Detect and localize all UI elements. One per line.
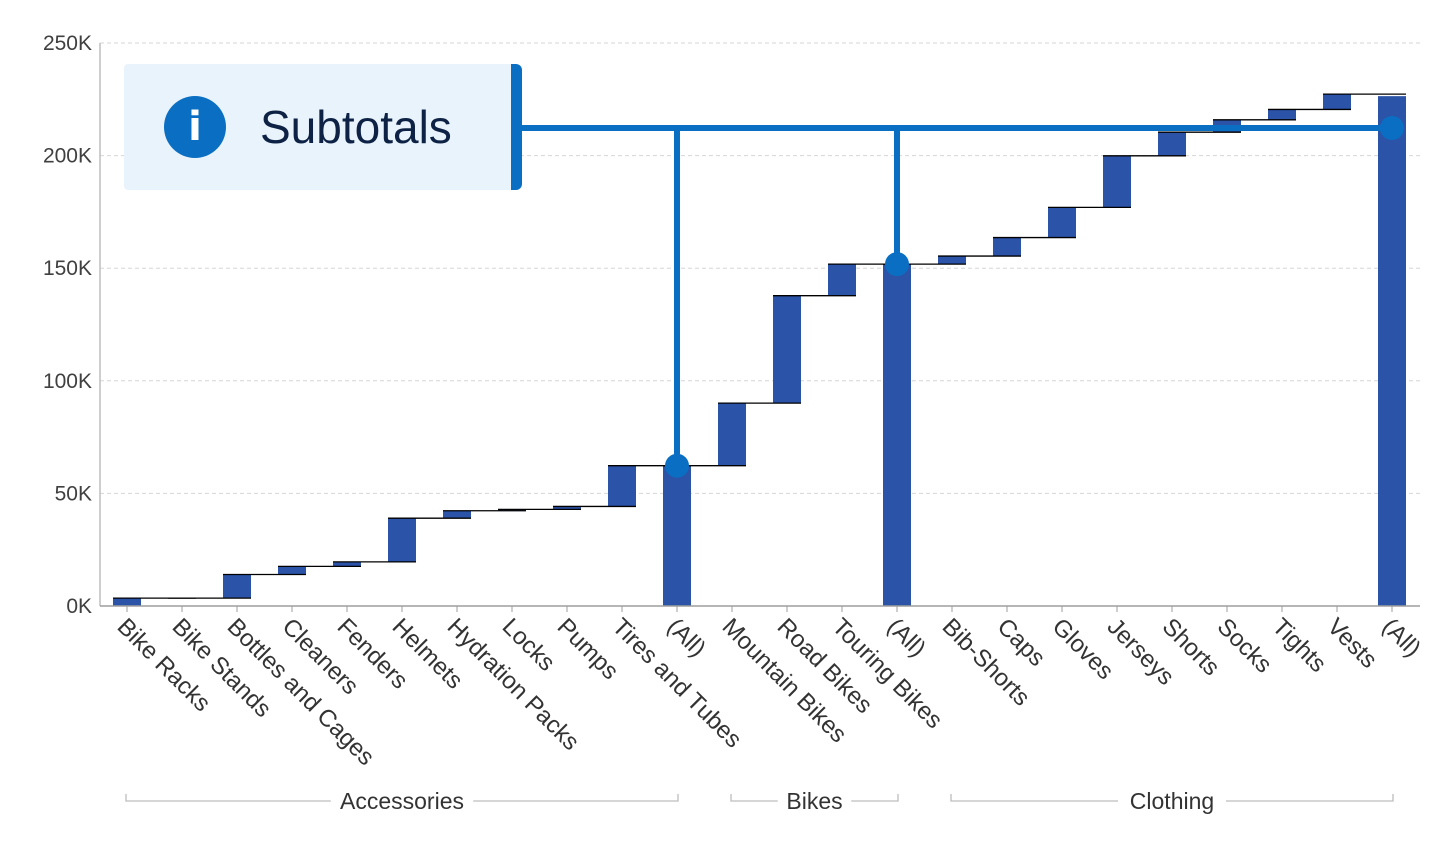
y-tick-label: 200K (43, 145, 92, 168)
bar (608, 465, 636, 507)
info-icon: i (164, 96, 226, 158)
group-label: Bikes (786, 788, 842, 814)
bar (443, 510, 471, 519)
x-tick-label: Gloves (1047, 613, 1119, 685)
x-tick-label: Tights (1267, 613, 1332, 678)
group-bracket-right (851, 794, 899, 802)
y-tick-label: 100K (43, 370, 92, 393)
bar (388, 518, 416, 562)
group-bracket-right (473, 794, 679, 802)
bars (113, 94, 1406, 606)
bar (1323, 94, 1351, 110)
bar (773, 295, 801, 404)
x-tick-label: Socks (1212, 613, 1277, 678)
connector-lines (113, 93, 1406, 599)
group-label: Clothing (1130, 788, 1214, 814)
bar (333, 561, 361, 567)
callout-text: Subtotals (260, 101, 452, 153)
group-bracket-left (950, 794, 1118, 802)
bar (1103, 155, 1131, 208)
bar (938, 256, 966, 265)
group-bracket-left (125, 794, 331, 802)
bar (278, 566, 306, 575)
y-tick-label: 0K (66, 595, 92, 618)
x-tick-label: (All) (662, 613, 711, 662)
bar (993, 237, 1021, 257)
x-tick-label: (All) (882, 613, 931, 662)
bar (1048, 207, 1076, 238)
bar (718, 403, 746, 466)
subtotal-bar (1378, 96, 1406, 606)
group-bracket-right (1226, 794, 1394, 802)
y-tick-label: 150K (43, 257, 92, 280)
bar (828, 264, 856, 296)
callout-lines (522, 116, 1404, 478)
bar (113, 598, 141, 606)
x-tick-label: Pumps (552, 613, 624, 685)
bar (553, 506, 581, 510)
subtotals-callout: i Subtotals (124, 64, 522, 190)
x-tick-label: Vests (1322, 613, 1383, 674)
x-tick-label: (All) (1377, 613, 1426, 662)
bar (1268, 109, 1296, 120)
bar (223, 574, 251, 599)
y-tick-label: 250K (43, 32, 92, 55)
group-bracket-left (730, 794, 778, 802)
group-label: Accessories (340, 788, 464, 814)
callout-marker-dot (885, 252, 909, 277)
y-axis: 0K 50K 100K 150K 200K 250K (43, 32, 101, 618)
category-groups: Accessories Bikes Clothing (125, 788, 1394, 814)
callout-marker-dot (1380, 116, 1404, 140)
y-tick-label: 50K (55, 482, 92, 505)
subtotal-bar (663, 465, 691, 606)
subtotal-bar (883, 264, 911, 606)
bar (1158, 132, 1186, 156)
bar (498, 509, 526, 511)
callout-marker-dot (665, 453, 689, 478)
